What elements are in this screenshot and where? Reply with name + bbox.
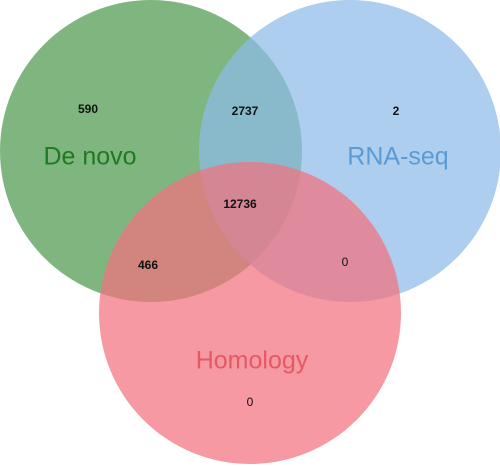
region-value: 590 (78, 102, 98, 116)
region-value: 0 (247, 395, 254, 409)
set-label: Homology (196, 347, 309, 375)
set-label: De novo (43, 143, 136, 171)
region-value: 0 (342, 255, 349, 269)
region-value: 12736 (223, 197, 257, 211)
set-label: RNA-seq (347, 143, 448, 171)
region-value: 466 (138, 258, 158, 272)
set-circle (99, 162, 401, 464)
region-value: 2737 (232, 104, 259, 118)
region-value: 2 (393, 104, 400, 118)
